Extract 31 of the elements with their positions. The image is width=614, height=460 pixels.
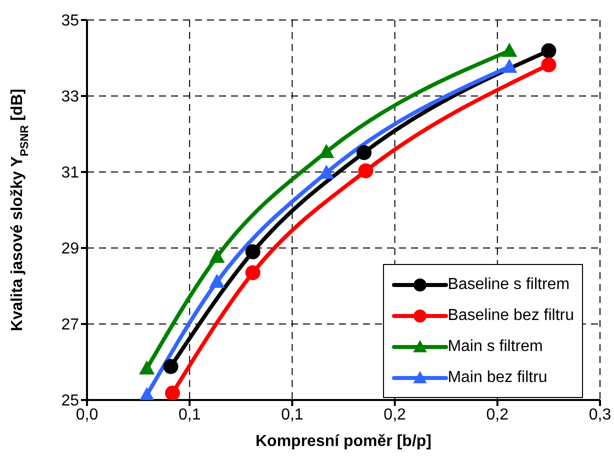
point — [165, 386, 180, 400]
point — [541, 43, 556, 58]
x-tick-label: 0,2 — [384, 406, 406, 424]
point — [139, 360, 154, 375]
point — [209, 249, 224, 263]
point — [502, 59, 517, 73]
y-tick-label: 33 — [61, 88, 80, 106]
point — [163, 359, 178, 374]
point — [356, 145, 372, 160]
x-tick-label: 0,1 — [281, 406, 304, 424]
point — [209, 274, 224, 288]
legend-label: Baseline s filtrem — [448, 276, 570, 294]
point — [318, 165, 334, 179]
point — [502, 43, 517, 57]
point — [358, 163, 374, 178]
point — [541, 57, 556, 72]
x-tick-label: 0,3 — [588, 406, 612, 424]
y-tick-label: 27 — [61, 316, 80, 334]
y-tick-label: 29 — [61, 240, 80, 258]
y-tick-label: 31 — [61, 164, 80, 182]
y-tick-label: 35 — [61, 12, 80, 30]
point — [318, 144, 334, 158]
point — [245, 244, 260, 260]
point — [245, 265, 260, 280]
legend-label: Baseline bez filtru — [448, 306, 574, 324]
legend-label: Main bez filtru — [448, 368, 548, 386]
x-axis-title: Kompresní poměr [b/p] — [255, 433, 432, 450]
x-tick-label: 0,2 — [486, 406, 509, 424]
x-tick-label: 0,1 — [178, 406, 201, 424]
legend-label: Main s filtrem — [448, 338, 543, 356]
point — [139, 388, 154, 400]
